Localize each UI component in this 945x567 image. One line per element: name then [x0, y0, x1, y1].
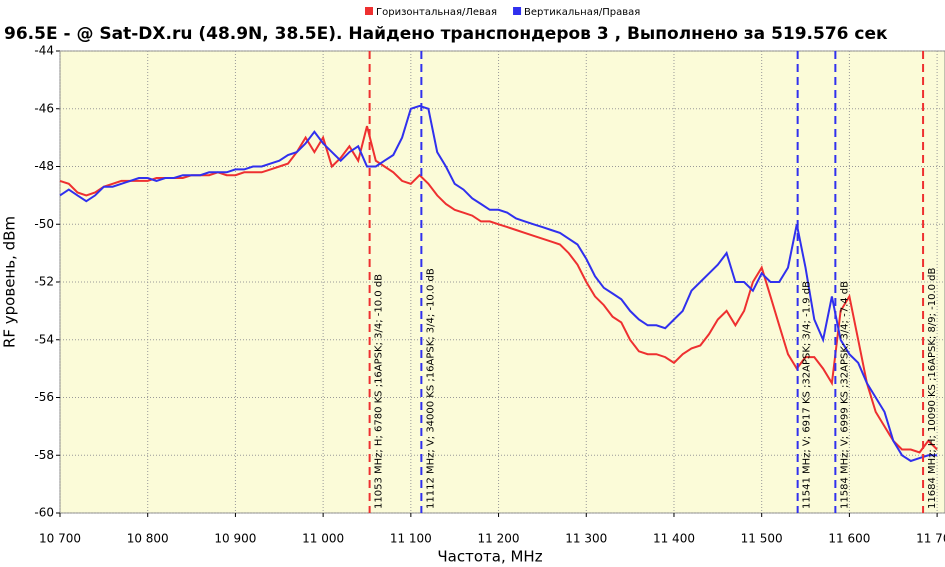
- marker-label: 11541 MHz; V; 6917 KS ;32APSK; 3/4; -1.9…: [802, 281, 813, 509]
- marker-label: 11112 MHz; V; 34000 KS ;16APSK; 3/4; -10…: [425, 268, 436, 509]
- x-tick-label: 11 500: [741, 532, 783, 546]
- x-tick-label: 11 400: [653, 532, 695, 546]
- y-tick-label: -48: [34, 159, 54, 173]
- y-tick-label: -60: [34, 506, 54, 520]
- x-tick-label: 11 700: [916, 532, 945, 546]
- x-tick-label: 10 900: [214, 532, 256, 546]
- x-tick-label: 10 700: [39, 532, 81, 546]
- y-tick-label: -52: [34, 275, 54, 289]
- marker-label: 11584 MHz; V; 6999 KS ;32APSK; 3/4; -7.4…: [839, 281, 850, 509]
- y-tick-label: -46: [34, 101, 54, 115]
- x-tick-label: 11 600: [828, 532, 870, 546]
- data-line: [59, 104, 938, 463]
- legend-swatch: [365, 7, 373, 15]
- chart-title: 96.5E - @ Sat-DX.ru (48.9N, 38.5E). Найд…: [4, 24, 888, 44]
- marker-label: 11684 MHz; H; 10090 KS ;16APSK; 8/9; -10…: [927, 267, 938, 509]
- legend-label: Горизонтальная/Левая: [376, 7, 497, 18]
- x-tick-label: 11 300: [565, 532, 607, 546]
- y-tick-label: -56: [34, 390, 54, 404]
- x-tick-label: 11 000: [302, 532, 344, 546]
- y-tick-label: -44: [34, 44, 54, 58]
- y-tick-label: -58: [34, 448, 54, 462]
- legend-swatch: [513, 7, 522, 15]
- data-line: [59, 125, 938, 454]
- x-tick-label: 11 200: [478, 532, 520, 546]
- marker-label: 11053 MHz; H; 6780 KS ;16APSK; 3/4; -10.…: [374, 274, 385, 509]
- x-tick-label: 11 100: [390, 532, 432, 546]
- y-axis-label: RF уровень, dBm: [1, 216, 19, 348]
- legend-label: Вертикальная/Правая: [524, 7, 640, 18]
- y-tick-label: -50: [34, 217, 54, 231]
- x-axis-label: Частота, MHz: [437, 548, 542, 566]
- y-tick-label: -54: [34, 332, 54, 346]
- x-tick-label: 10 800: [127, 532, 169, 546]
